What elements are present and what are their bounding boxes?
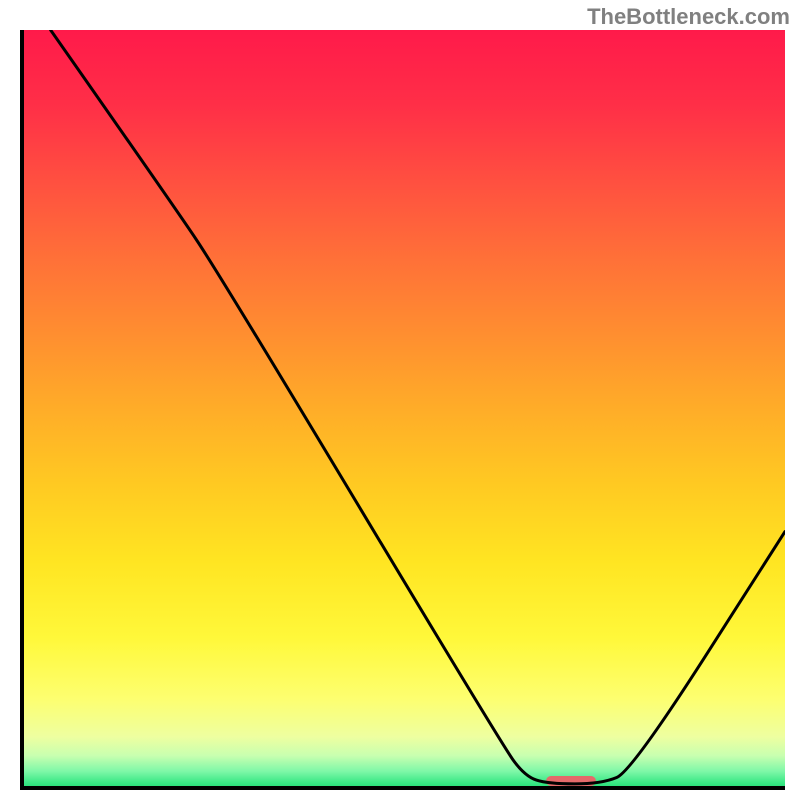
watermark-text: TheBottleneck.com [587, 4, 790, 30]
curve-overlay [20, 30, 785, 790]
x-axis [20, 786, 785, 790]
bottleneck-curve [51, 30, 785, 784]
chart-container: TheBottleneck.com [0, 0, 800, 800]
y-axis [20, 30, 24, 790]
plot-area [20, 30, 785, 790]
